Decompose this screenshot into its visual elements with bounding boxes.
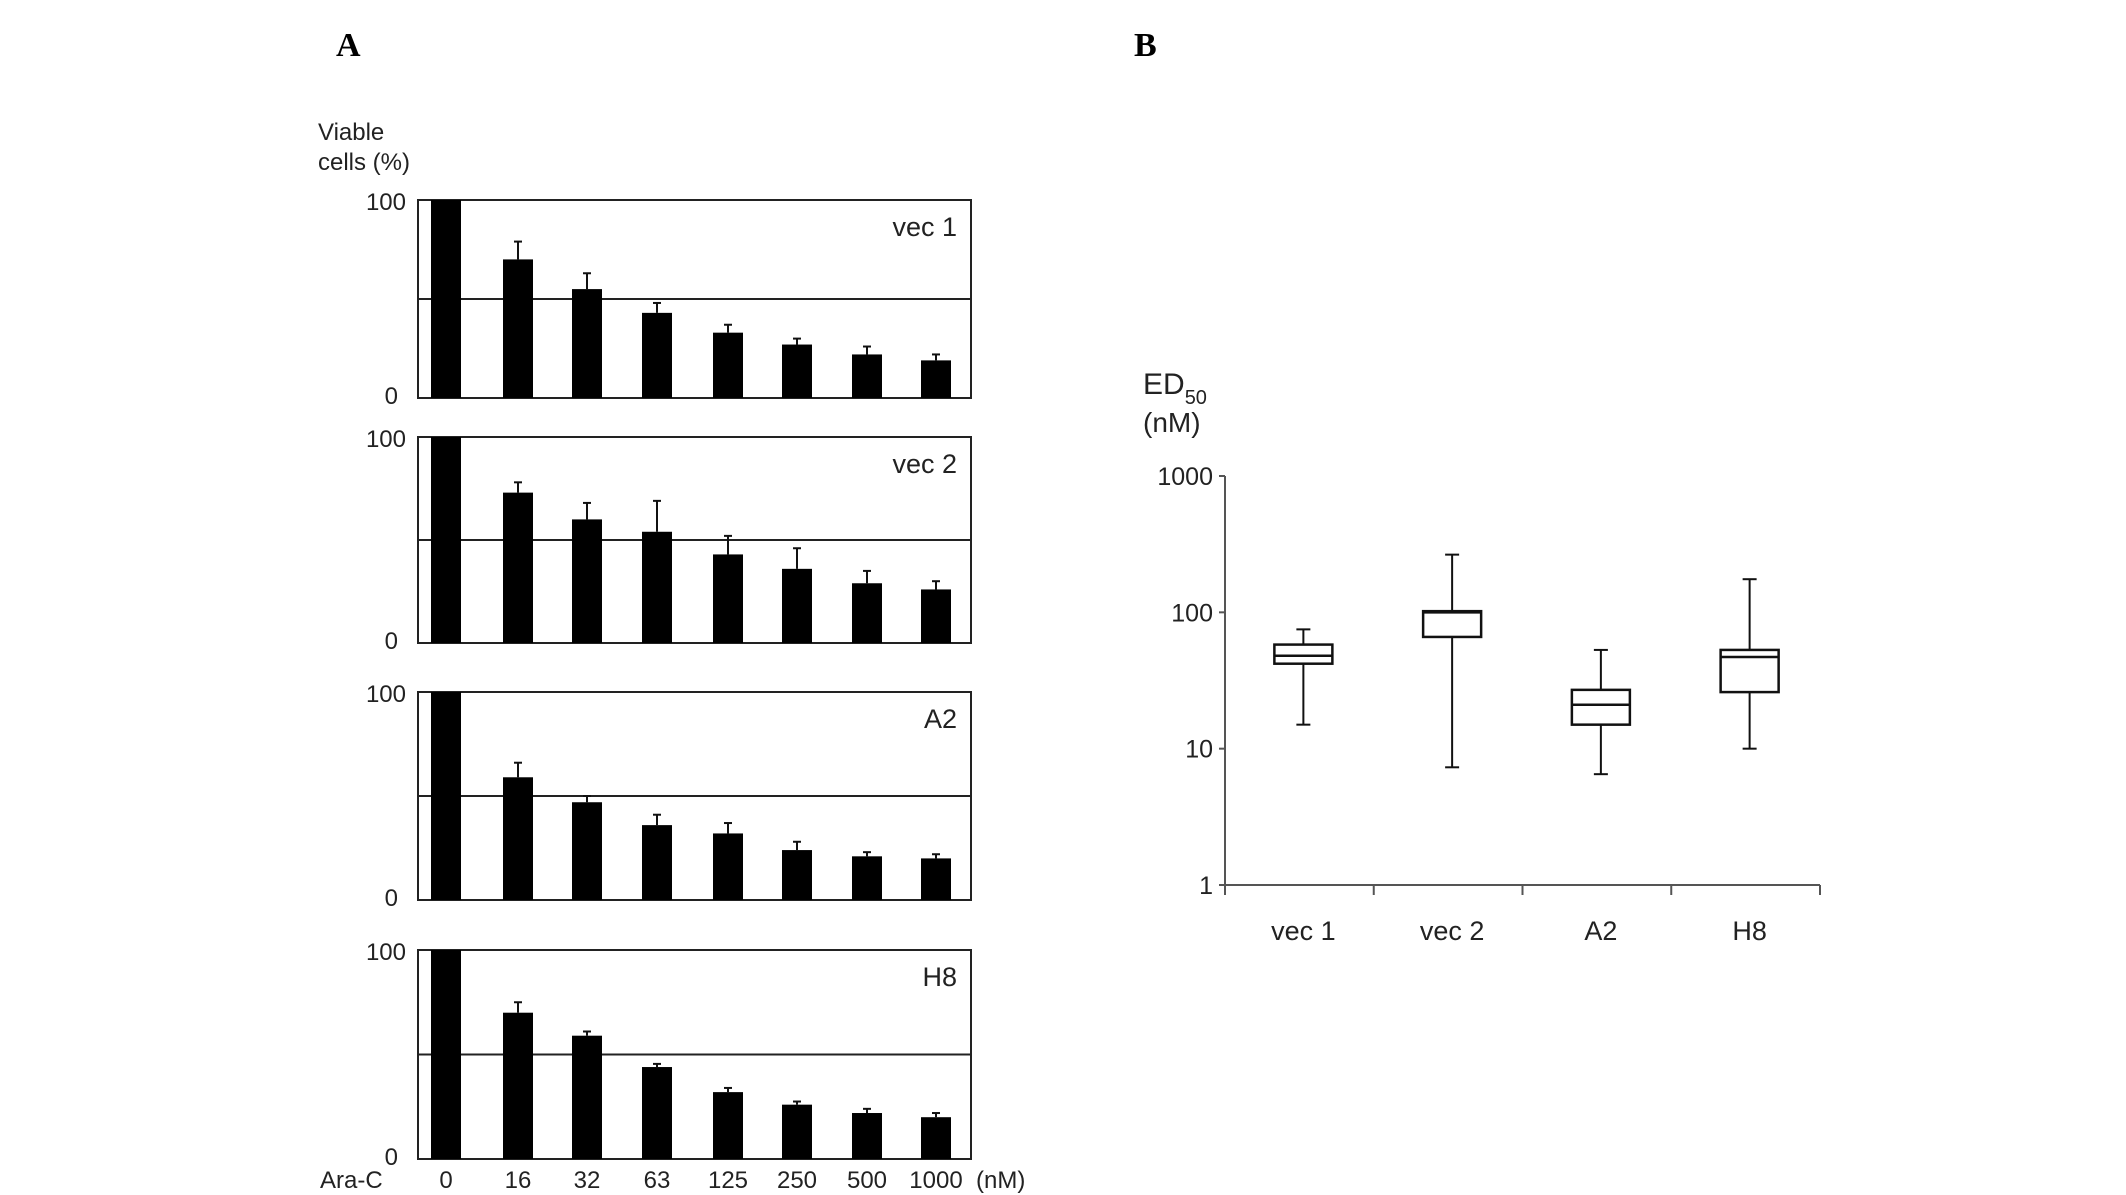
category-label: A2	[1584, 916, 1617, 946]
y-tick-label: 1	[1199, 872, 1213, 900]
bar	[713, 332, 743, 398]
box-2	[1570, 648, 1632, 776]
x-tick-label: 500	[847, 1167, 887, 1194]
bar	[431, 950, 461, 1159]
bar	[782, 344, 812, 398]
bar	[642, 1067, 672, 1159]
bar	[782, 568, 812, 643]
bar	[921, 1117, 951, 1159]
panel-name: vec 1	[892, 212, 957, 242]
bar	[431, 437, 461, 643]
bar	[782, 1104, 812, 1159]
bar-panel-0: 100 0 vec 1	[366, 189, 972, 410]
y-tick-0: 0	[385, 885, 398, 912]
x-tick-label: 32	[574, 1167, 601, 1194]
bar	[503, 492, 533, 643]
y-axis-label-line2: cells (%)	[318, 149, 410, 176]
y-tick-100: 100	[366, 681, 406, 708]
panel-label-a: A	[336, 27, 361, 64]
ed50-label: ED50	[1143, 368, 1207, 409]
x-tick-label: 125	[708, 1167, 748, 1194]
bar	[852, 856, 882, 900]
y-tick-label: 1000	[1157, 463, 1213, 491]
panel-label-b: B	[1134, 27, 1157, 64]
bar	[642, 825, 672, 900]
bar	[572, 519, 602, 643]
x-tick-label: 0	[439, 1167, 452, 1194]
y-tick-0: 0	[385, 383, 398, 410]
y-tick-0: 0	[385, 628, 398, 655]
bar	[713, 833, 743, 900]
category-label: vec 1	[1271, 916, 1336, 946]
x-tick-label: 1000	[909, 1167, 962, 1194]
bar	[713, 554, 743, 643]
box-iqr	[1570, 688, 1632, 726]
x-axis-unit: (nM)	[976, 1167, 1025, 1194]
box-3	[1719, 578, 1780, 750]
y-axis-label-line1: Viable	[318, 119, 384, 146]
bar	[852, 1113, 882, 1159]
bar	[921, 360, 951, 398]
bar	[431, 692, 461, 900]
box-iqr	[1421, 609, 1483, 639]
bar-panel-3: 100 0 H8	[366, 939, 972, 1171]
bar	[572, 1035, 602, 1159]
x-tick-label: 63	[644, 1167, 671, 1194]
x-tick-label: 250	[777, 1167, 817, 1194]
y-tick-100: 100	[366, 189, 406, 216]
bar	[572, 802, 602, 900]
bar	[503, 777, 533, 900]
y-tick-100: 100	[366, 426, 406, 453]
bar	[572, 289, 602, 398]
y-tick-100: 100	[366, 939, 406, 966]
bar	[642, 312, 672, 398]
panel-name: A2	[924, 704, 957, 734]
bar-panel-1: 100 0 vec 2	[366, 426, 972, 655]
ed50-sub: 50	[1185, 387, 1207, 409]
bar	[713, 1092, 743, 1159]
category-label: vec 2	[1420, 916, 1485, 946]
bar	[852, 583, 882, 643]
box-1	[1421, 553, 1483, 769]
bar	[503, 259, 533, 398]
y-tick-label: 100	[1171, 599, 1213, 627]
box-0	[1273, 628, 1334, 726]
bar	[503, 1012, 533, 1159]
bar	[642, 531, 672, 643]
panel-name: vec 2	[892, 449, 957, 479]
bar	[921, 858, 951, 900]
bar	[431, 200, 461, 398]
bar-panel-2: 100 0 A2	[366, 681, 972, 912]
x-tick-label: 16	[505, 1167, 532, 1194]
category-label: H8	[1732, 916, 1767, 946]
ed50-unit: (nM)	[1143, 407, 1201, 438]
y-tick-0: 0	[385, 1144, 398, 1171]
panel-name: H8	[922, 962, 957, 992]
bar	[852, 354, 882, 398]
ed50-main: ED	[1143, 368, 1185, 401]
x-axis-prefix: Ara-C	[320, 1167, 383, 1194]
box-iqr	[1273, 643, 1334, 665]
y-tick-label: 10	[1185, 736, 1213, 764]
bar	[782, 850, 812, 900]
bar	[921, 589, 951, 643]
